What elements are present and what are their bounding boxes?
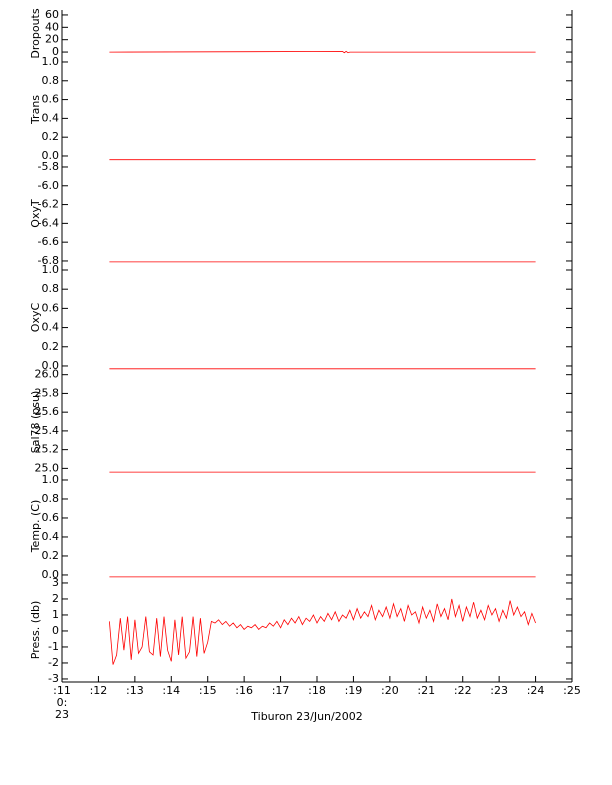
y-tick-label: 1 — [52, 608, 59, 621]
y-tick-label: 25.4 — [35, 424, 60, 437]
x-tick-label: :11 — [53, 684, 71, 697]
x-tick-label: :25 — [563, 684, 581, 697]
x-tick-label: :23 — [490, 684, 508, 697]
x-tick-label: :15 — [199, 684, 217, 697]
x-tick-label: :14 — [162, 684, 180, 697]
x-tick-label: :13 — [126, 684, 144, 697]
y-axis-title: OxyT — [29, 199, 42, 228]
y-tick-label: 0.0 — [42, 149, 60, 162]
y-tick-label: 1.0 — [42, 55, 60, 68]
y-tick-label: 0.6 — [42, 511, 60, 524]
x-tick-label: :12 — [90, 684, 108, 697]
y-tick-label: 1.0 — [42, 263, 60, 276]
x-tick-sublabel: 0: — [57, 696, 68, 709]
x-tick-label: :22 — [454, 684, 472, 697]
y-tick-label: -6.4 — [38, 216, 59, 229]
y-tick-label: 0 — [52, 624, 59, 637]
x-tick-label: :18 — [308, 684, 326, 697]
x-tick-label: :24 — [527, 684, 545, 697]
y-tick-label: 25.6 — [35, 405, 60, 418]
x-tick-label: :16 — [235, 684, 253, 697]
x-tick-label: :21 — [417, 684, 435, 697]
y-tick-label: 3 — [52, 576, 59, 589]
y-tick-label: 2 — [52, 592, 59, 605]
y-tick-label: -2 — [48, 656, 59, 669]
y-tick-label: 1.0 — [42, 473, 60, 486]
y-tick-label: 0.2 — [42, 549, 60, 562]
y-axis-title: Dropouts — [29, 8, 42, 58]
y-tick-label: 26.0 — [35, 368, 60, 381]
y-tick-label: -5.8 — [38, 160, 59, 173]
data-line — [109, 598, 536, 665]
y-axis-title: Temp. (C) — [29, 500, 42, 554]
y-axis-title: OxyC — [29, 303, 42, 333]
y-tick-label: 0 — [52, 45, 59, 58]
y-axis-title: Sal78 (psu) — [29, 391, 42, 454]
y-tick-label: 0.6 — [42, 301, 60, 314]
x-tick-sublabel: 23 — [55, 708, 69, 721]
y-tick-label: -3 — [48, 672, 59, 685]
y-tick-label: 25.2 — [35, 443, 60, 456]
y-axis-title: Press. (db) — [29, 601, 42, 660]
y-tick-label: 0.4 — [42, 530, 60, 543]
y-axis-title: Trans — [29, 95, 42, 125]
x-axis-title: Tiburon 23/Jun/2002 — [250, 710, 362, 723]
y-tick-label: -6.6 — [38, 235, 59, 248]
data-line — [109, 50, 536, 54]
y-tick-label: 0.4 — [42, 111, 60, 124]
y-tick-label: -6.0 — [38, 179, 59, 192]
y-tick-label: -1 — [48, 640, 59, 653]
y-tick-label: -6.2 — [38, 198, 59, 211]
x-tick-label: :19 — [345, 684, 363, 697]
y-tick-label: 40 — [45, 20, 59, 33]
y-tick-label: 25.0 — [35, 461, 60, 474]
y-tick-label: 0.8 — [42, 492, 60, 505]
y-tick-label: -6.8 — [38, 254, 59, 267]
y-tick-label: 0.6 — [42, 93, 60, 106]
y-tick-label: 0.2 — [42, 130, 60, 143]
y-tick-label: 60 — [45, 8, 59, 21]
y-tick-label: 0.4 — [42, 321, 60, 334]
y-tick-label: 25.8 — [35, 386, 60, 399]
y-tick-label: 0.0 — [42, 568, 60, 581]
x-tick-label: :17 — [272, 684, 290, 697]
y-tick-label: 0.8 — [42, 74, 60, 87]
y-tick-label: 0.2 — [42, 340, 60, 353]
x-tick-label: :20 — [381, 684, 399, 697]
y-tick-label: 20 — [45, 33, 59, 46]
y-tick-label: 0.8 — [42, 282, 60, 295]
y-tick-label: 0.0 — [42, 359, 60, 372]
